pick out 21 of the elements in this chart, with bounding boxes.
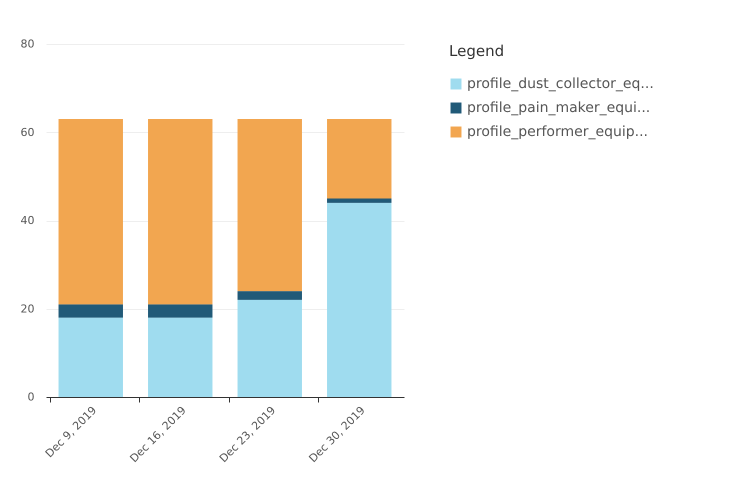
bar (238, 119, 302, 292)
bar (148, 318, 212, 397)
legend-label: profile_dust_collector_eq... (467, 76, 654, 92)
y-tick-label: 0 (28, 390, 34, 404)
bar (58, 318, 123, 397)
bar (327, 198, 392, 203)
legend-label: profile_pain_maker_equi... (467, 100, 650, 116)
legend-title: Legend (449, 42, 504, 60)
y-tick-label: 60 (20, 126, 34, 139)
bar (148, 119, 212, 304)
y-tick-label: 80 (20, 38, 34, 50)
bar (238, 291, 302, 300)
bar (58, 304, 123, 318)
y-tick-label: 40 (20, 214, 34, 227)
bar (238, 300, 302, 397)
bar (327, 119, 392, 198)
bar (58, 119, 123, 304)
y-tick-label: 20 (20, 302, 34, 316)
legend-label: profile_performer_equip... (467, 124, 648, 140)
bar (148, 304, 212, 318)
bar (327, 202, 392, 397)
